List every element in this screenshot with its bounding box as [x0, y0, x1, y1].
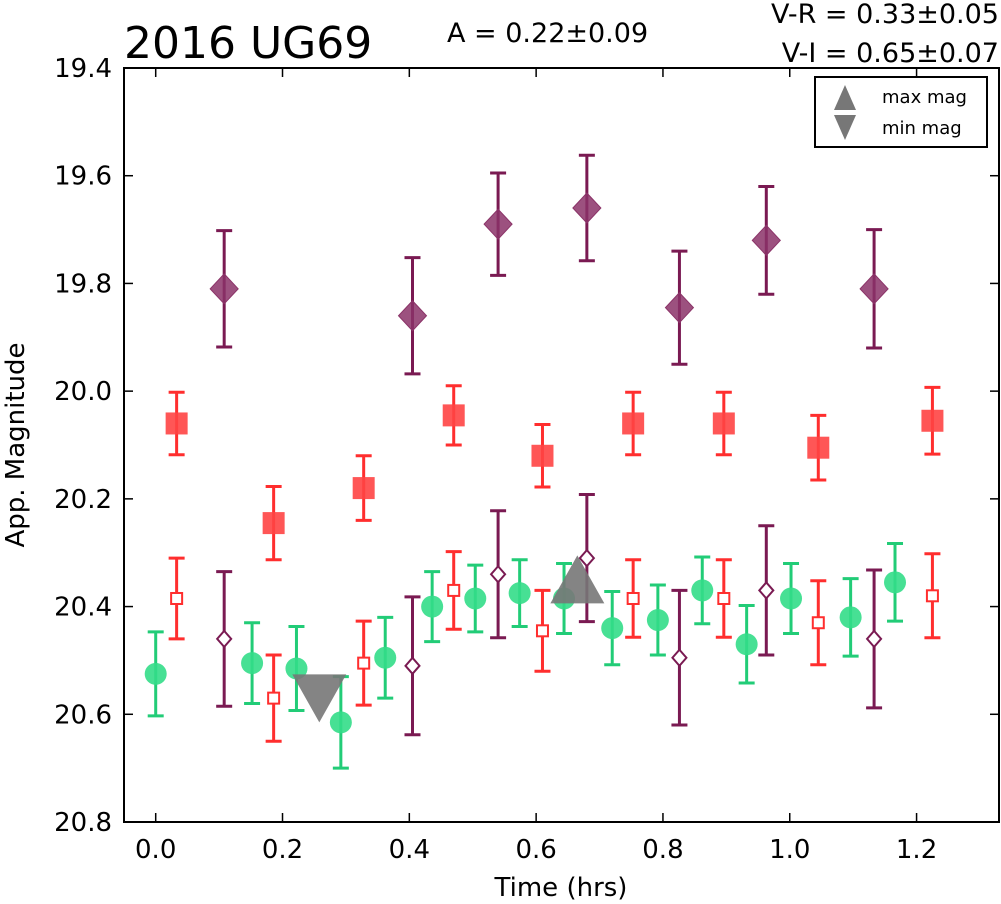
- data-point-diamond: [209, 273, 239, 305]
- max-mag-marker: [550, 555, 605, 604]
- data-point-square: [352, 477, 375, 500]
- data-point-square-open: [447, 583, 461, 597]
- data-point-diamond-open: [489, 564, 507, 584]
- data-point-square: [807, 436, 830, 459]
- data-point-circle: [691, 579, 714, 602]
- y-tick-label: 20.8: [54, 808, 112, 838]
- y-tick-label: 19.6: [54, 162, 112, 192]
- v-i-annotation: V-I = 0.65±0.07: [782, 38, 999, 69]
- y-axis-label: App. Magnitude: [1, 342, 31, 547]
- x-tick-label: 0.8: [642, 835, 683, 865]
- legend-max-mag-marker: [834, 85, 856, 110]
- data-point-square-open: [626, 591, 640, 605]
- data-point-circle: [285, 657, 308, 680]
- x-tick-label: 1.0: [769, 835, 810, 865]
- data-point-diamond: [572, 192, 602, 224]
- x-axis-label: Time (hrs): [494, 873, 628, 903]
- plot-frame: [123, 67, 1000, 823]
- data-point-square: [921, 409, 944, 432]
- y-tick-label: 20.0: [54, 377, 112, 407]
- data-point-square: [712, 412, 735, 435]
- v-r-annotation: V-R = 0.33±0.05: [771, 0, 999, 30]
- y-tick-label: 20.2: [54, 485, 112, 515]
- data-point-diamond-open: [215, 629, 233, 649]
- data-point-circle: [735, 633, 758, 656]
- data-point-circle: [464, 587, 487, 610]
- data-point-diamond: [483, 208, 513, 240]
- legend-min-mag-label: min mag: [882, 118, 962, 139]
- data-point-circle: [508, 582, 531, 605]
- y-tick-label: 19.8: [54, 269, 112, 299]
- legend: max mag min mag: [814, 76, 988, 148]
- min-mag-marker: [292, 674, 347, 723]
- y-tick-label: 20.4: [54, 593, 112, 623]
- data-point-circle: [884, 571, 907, 594]
- x-tick-label: 1.2: [896, 835, 937, 865]
- amplitude-annotation: A = 0.22±0.09: [447, 18, 648, 49]
- data-point-circle: [601, 617, 624, 640]
- data-point-square-open: [925, 589, 939, 603]
- data-point-circle: [144, 662, 167, 685]
- data-point-diamond-open: [757, 580, 775, 600]
- x-tick-label: 0.6: [515, 835, 556, 865]
- data-point-circle: [241, 652, 264, 675]
- data-point-diamond: [664, 291, 695, 324]
- data-point-diamond-open: [671, 648, 688, 668]
- data-point-diamond-open: [865, 629, 883, 649]
- data-point-square-open: [811, 616, 825, 630]
- data-point-diamond: [859, 273, 889, 305]
- data-point-diamond: [397, 300, 428, 332]
- x-tick-label: 0.4: [389, 835, 430, 865]
- data-point-square: [165, 412, 188, 435]
- data-point-diamond-open: [404, 656, 421, 676]
- data-point-square-open: [357, 656, 371, 670]
- chart-title: 2016 UG69: [124, 18, 372, 69]
- y-tick-label: 20.6: [54, 700, 112, 730]
- legend-max-mag-label: max mag: [882, 87, 967, 108]
- plot-area: 0.0 0.2 0.4 0.6 0.8 1.0 1.2 19.4 19.6 19.8 20.0 20.…: [54, 54, 1000, 865]
- data-point-circle: [421, 595, 444, 618]
- data-point-square-open: [267, 691, 281, 705]
- data-point-circle: [329, 711, 352, 734]
- x-tick-label: 0.0: [135, 835, 176, 865]
- data-point-square: [531, 444, 554, 467]
- data-point-square-open: [535, 624, 549, 638]
- data-point-circle: [780, 587, 803, 610]
- data-point-diamond-open: [578, 548, 596, 568]
- data-point-circle: [646, 609, 669, 632]
- data-point-square-open: [170, 591, 184, 605]
- legend-min-mag-marker: [834, 115, 856, 140]
- data-point-circle: [374, 646, 397, 669]
- y-tick-label: 19.4: [54, 54, 112, 84]
- data-point-square-open: [717, 591, 731, 605]
- data-point-circle: [839, 606, 862, 629]
- x-tick-label: 0.2: [262, 835, 303, 865]
- data-point-diamond: [751, 224, 781, 257]
- data-point-square: [262, 512, 285, 535]
- data-point-square: [442, 404, 465, 427]
- data-point-square: [622, 412, 645, 435]
